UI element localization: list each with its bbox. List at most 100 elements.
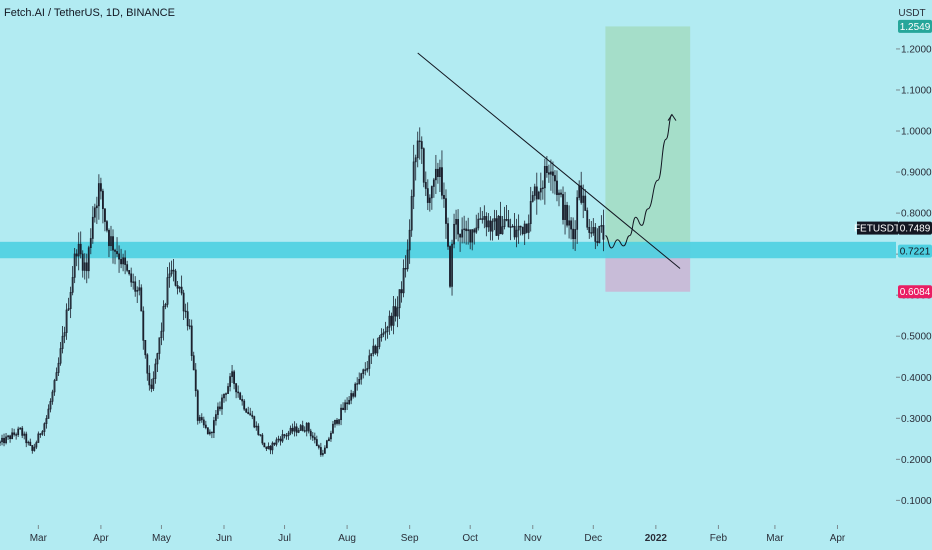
candle-body bbox=[281, 434, 284, 442]
candle-body bbox=[485, 216, 488, 228]
candle-body bbox=[0, 441, 1, 444]
time-tick-label: Dec bbox=[584, 533, 602, 544]
candle-body bbox=[400, 289, 403, 294]
candle-body bbox=[259, 434, 262, 436]
candle-body bbox=[188, 325, 191, 327]
price-tick-label: 0.5000 bbox=[901, 332, 932, 343]
candle-body bbox=[128, 270, 131, 275]
candle-body bbox=[449, 246, 451, 287]
candle-body bbox=[539, 188, 542, 193]
time-tick-label: May bbox=[152, 533, 171, 544]
candle-body bbox=[509, 226, 512, 228]
candle-body bbox=[380, 334, 383, 338]
candle-body bbox=[317, 445, 320, 448]
candle-body bbox=[348, 399, 351, 405]
time-tick-label: Apr bbox=[93, 533, 109, 544]
candle-body bbox=[43, 423, 46, 432]
candle-body bbox=[408, 229, 411, 251]
candle-body bbox=[447, 223, 449, 247]
candle-body bbox=[499, 215, 502, 235]
candle-body bbox=[174, 270, 177, 286]
candle-body bbox=[154, 363, 157, 379]
time-tick-label: 2022 bbox=[645, 533, 668, 544]
candle-body bbox=[85, 262, 88, 272]
candle-body bbox=[455, 219, 457, 225]
time-tick-label: Mar bbox=[766, 533, 784, 544]
candle-body bbox=[384, 331, 387, 334]
price-tick-label: 1.0000 bbox=[901, 127, 932, 138]
candle-body bbox=[95, 205, 98, 209]
candle-body bbox=[475, 227, 478, 233]
projection-arrow-icon bbox=[667, 113, 677, 121]
candle-body bbox=[140, 287, 143, 312]
candle-body bbox=[162, 306, 165, 332]
candle-body bbox=[257, 425, 260, 435]
candle-body bbox=[148, 372, 151, 386]
candle-body bbox=[47, 408, 50, 419]
candle-body bbox=[61, 335, 64, 349]
candle-body bbox=[388, 315, 391, 328]
candle-body bbox=[200, 417, 203, 421]
candle-body bbox=[5, 436, 7, 444]
candle-body bbox=[570, 220, 573, 230]
projection-path bbox=[605, 114, 673, 249]
candle-body bbox=[225, 393, 227, 395]
candle-body bbox=[394, 306, 397, 317]
candle-body bbox=[459, 233, 462, 238]
candle-body bbox=[549, 171, 552, 175]
candle-body bbox=[366, 368, 369, 371]
candle-body bbox=[112, 236, 114, 251]
candle-body bbox=[535, 186, 538, 200]
candle-body bbox=[374, 345, 377, 354]
candle-body bbox=[406, 249, 409, 270]
candle-body bbox=[49, 401, 52, 410]
candle-body bbox=[63, 332, 66, 337]
candle-body bbox=[277, 438, 280, 441]
candle-body bbox=[507, 219, 510, 228]
candle-body bbox=[269, 445, 272, 451]
candle-body bbox=[517, 225, 520, 231]
candle-body bbox=[523, 223, 526, 235]
candle-body bbox=[265, 446, 268, 449]
candle-body bbox=[493, 218, 496, 222]
candle-body bbox=[223, 393, 225, 399]
candle-body bbox=[35, 442, 38, 448]
support-price-badge: 0.7221 bbox=[900, 247, 931, 258]
trendline bbox=[417, 52, 681, 269]
time-tick-label: Apr bbox=[830, 533, 846, 544]
candle-body bbox=[73, 253, 76, 278]
candle-body bbox=[330, 432, 332, 440]
candle-body bbox=[124, 257, 127, 265]
candle-body bbox=[164, 304, 167, 307]
candle-body bbox=[382, 332, 385, 335]
price-tick-label: 0.2000 bbox=[901, 455, 932, 466]
price-tick-label: 0.8000 bbox=[901, 209, 932, 220]
candle-body bbox=[398, 289, 401, 309]
stop-price-badge-bg bbox=[898, 285, 932, 299]
candle-body bbox=[332, 423, 334, 434]
candle-body bbox=[410, 196, 413, 231]
candle-body bbox=[453, 223, 455, 245]
candle-body bbox=[441, 167, 443, 196]
candle-body bbox=[120, 258, 123, 265]
candle-body bbox=[287, 432, 290, 436]
candle-body bbox=[392, 306, 395, 326]
candle-body bbox=[261, 434, 264, 444]
candle-body bbox=[231, 371, 233, 377]
candle-body bbox=[132, 281, 135, 283]
candle-body bbox=[344, 402, 347, 410]
candle-body bbox=[39, 433, 42, 435]
candle-body bbox=[59, 348, 62, 364]
candle-body bbox=[360, 373, 363, 380]
candle-body bbox=[451, 243, 453, 287]
candle-body bbox=[219, 406, 221, 410]
candle-body bbox=[319, 447, 322, 455]
candle-body bbox=[445, 198, 447, 224]
candle-body bbox=[227, 386, 229, 394]
candle-body bbox=[75, 253, 78, 257]
candle-body bbox=[556, 180, 558, 196]
candle-body bbox=[215, 414, 217, 421]
candle-body bbox=[416, 140, 419, 159]
stop-price-badge: 0.6084 bbox=[900, 287, 931, 298]
